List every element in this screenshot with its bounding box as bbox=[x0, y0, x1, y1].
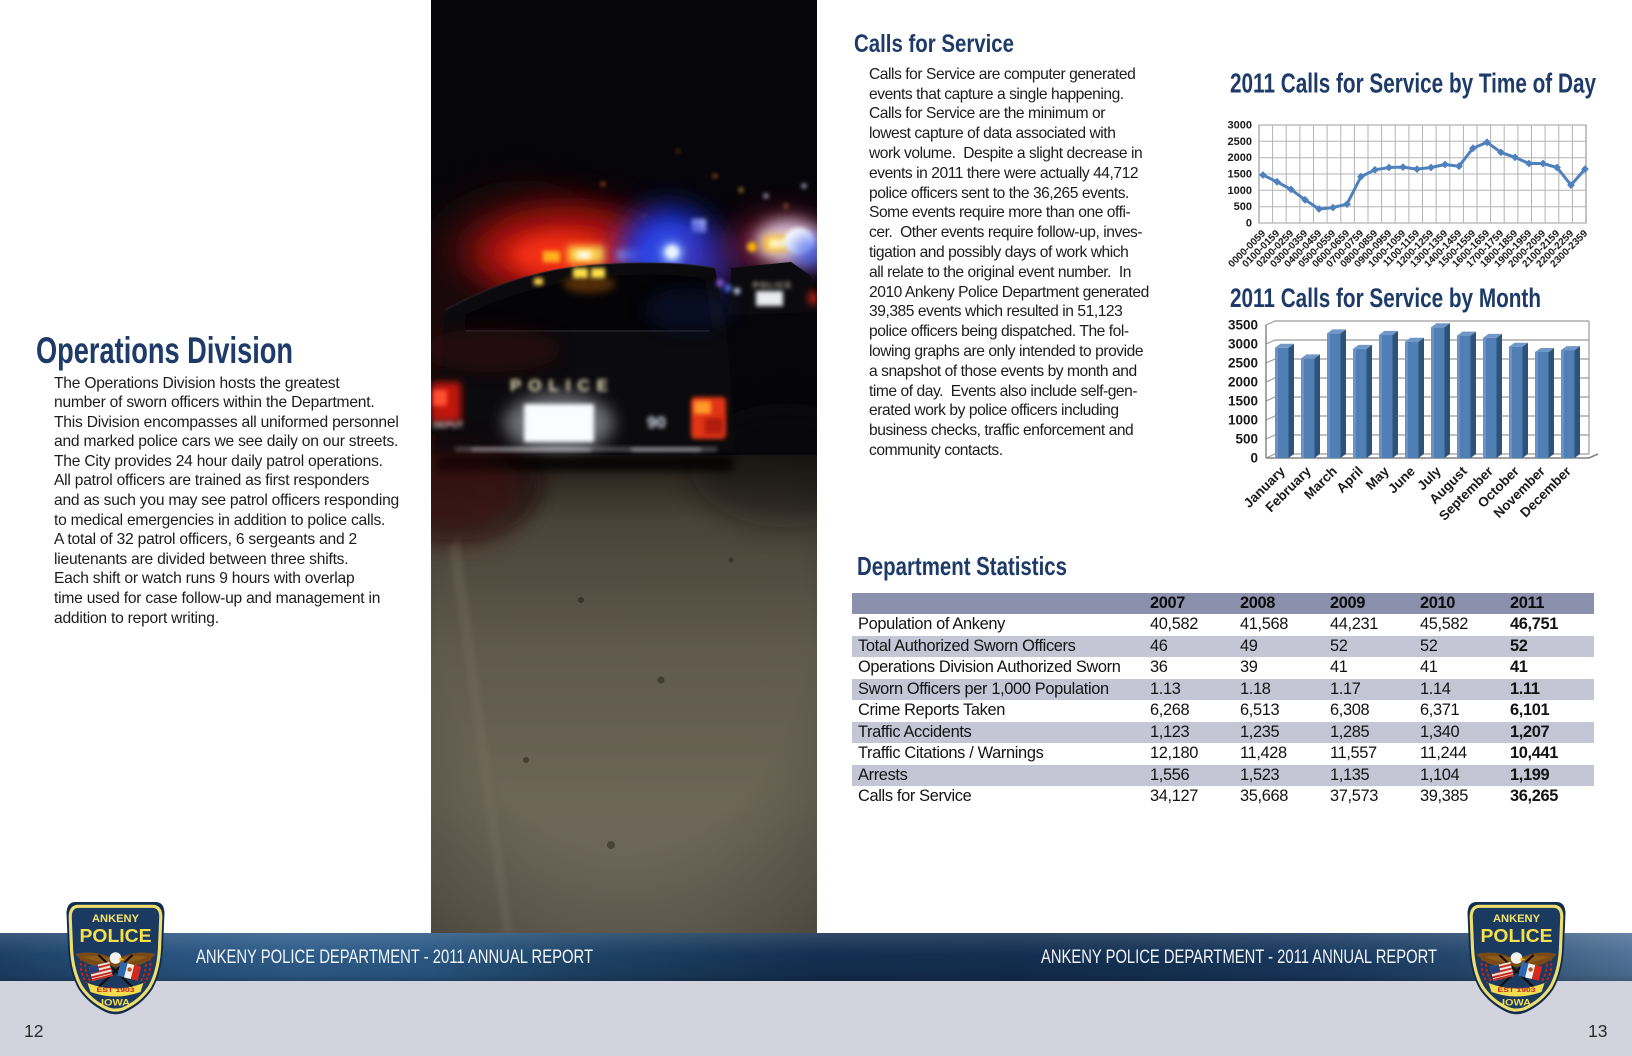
svg-text:2500: 2500 bbox=[1228, 356, 1258, 371]
svg-text:POLICE: POLICE bbox=[1481, 926, 1553, 946]
svg-text:Calls for Service: Calls for Service bbox=[854, 30, 1014, 58]
svg-text:2011 Calls for Service by Time: 2011 Calls for Service by Time of Day bbox=[1230, 68, 1596, 99]
svg-text:ANKENY: ANKENY bbox=[92, 913, 140, 925]
svg-text:1500: 1500 bbox=[1228, 394, 1258, 409]
svg-text:IOWA: IOWA bbox=[1502, 998, 1532, 1008]
svg-text:90: 90 bbox=[647, 413, 666, 432]
svg-text:2011 Calls for Service by Mont: 2011 Calls for Service by Month bbox=[1230, 283, 1541, 313]
svg-text:2500: 2500 bbox=[1228, 136, 1252, 148]
svg-text:1000: 1000 bbox=[1228, 413, 1258, 428]
svg-text:2000: 2000 bbox=[1228, 375, 1258, 390]
svg-text:0: 0 bbox=[1246, 218, 1252, 230]
svg-text:1500: 1500 bbox=[1228, 169, 1252, 181]
svg-text:ANKENY POLICE DEPARTMENT - 201: ANKENY POLICE DEPARTMENT - 2011 ANNUAL R… bbox=[1041, 947, 1437, 968]
svg-text:3000: 3000 bbox=[1228, 120, 1252, 132]
svg-text:1000: 1000 bbox=[1228, 185, 1252, 197]
svg-text:500: 500 bbox=[1235, 432, 1258, 447]
svg-text:POLICE: POLICE bbox=[80, 926, 152, 946]
svg-text:2000: 2000 bbox=[1228, 152, 1252, 164]
svg-text:IOWA: IOWA bbox=[101, 998, 131, 1008]
svg-text:DEPUT: DEPUT bbox=[433, 420, 464, 430]
svg-text:0: 0 bbox=[1250, 451, 1258, 466]
svg-text:Operations Division: Operations Division bbox=[36, 330, 293, 371]
svg-text:500: 500 bbox=[1234, 201, 1252, 213]
svg-text:3500: 3500 bbox=[1228, 318, 1258, 333]
svg-text:ANKENY POLICE DEPARTMENT - 201: ANKENY POLICE DEPARTMENT - 2011 ANNUAL R… bbox=[196, 947, 593, 968]
svg-text:EST 1903: EST 1903 bbox=[97, 987, 135, 994]
svg-text:EST 1903: EST 1903 bbox=[1498, 987, 1536, 994]
svg-text:Department Statistics: Department Statistics bbox=[857, 551, 1067, 581]
svg-text:POLICE: POLICE bbox=[753, 281, 792, 290]
svg-text:ANKENY: ANKENY bbox=[1493, 913, 1541, 925]
svg-text:3000: 3000 bbox=[1228, 337, 1258, 352]
